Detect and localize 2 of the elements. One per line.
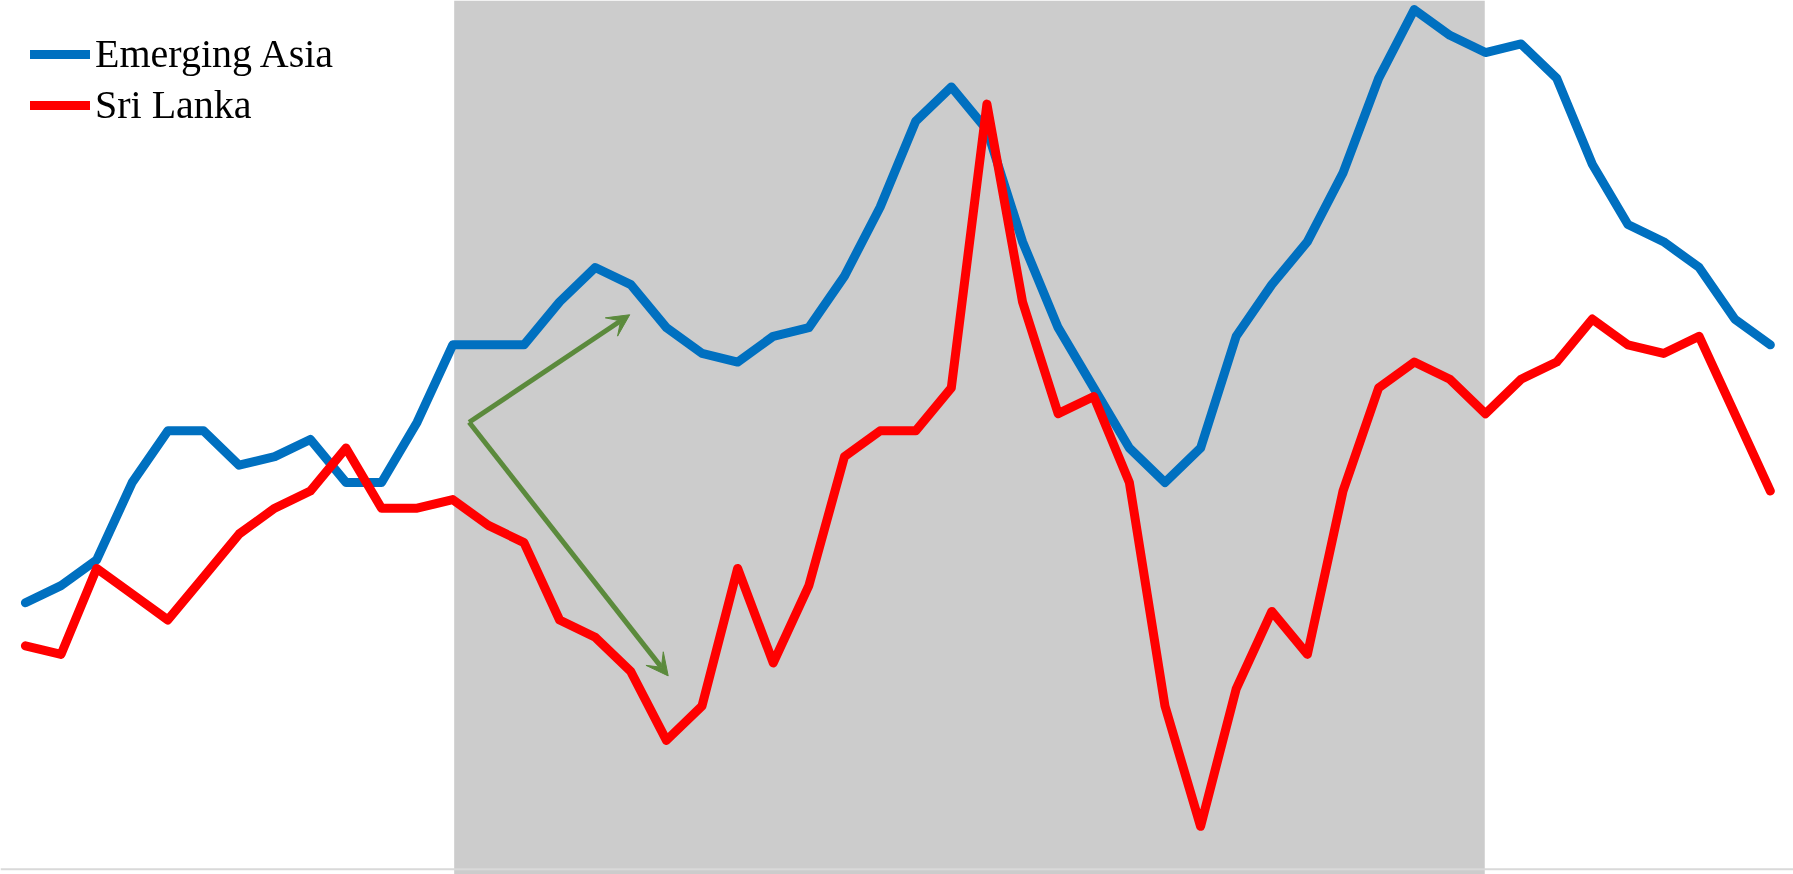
legend-label: Sri Lanka: [95, 81, 252, 128]
legend-label: Emerging Asia: [95, 30, 334, 77]
